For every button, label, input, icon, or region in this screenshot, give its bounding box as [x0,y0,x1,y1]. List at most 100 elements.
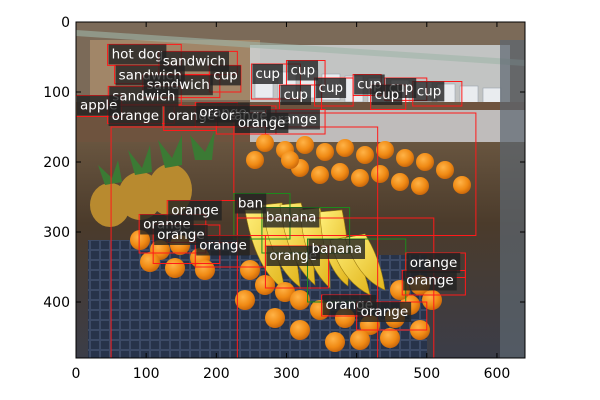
detection-label: cup [210,65,241,86]
orange-pile-middle [246,134,471,195]
orange-fruit [453,176,471,194]
detection-label: orange [108,106,163,126]
detection-label: cup [252,64,283,84]
orange-fruit [265,308,285,328]
orange-fruit [376,141,394,159]
detection-label: cup [413,81,445,102]
detection-label: ban [234,193,267,214]
detection-label: sandwich [109,86,179,107]
orange-fruit [296,136,314,154]
detection-labels: hot dogsandwichsandwichsandwichcupsandwi… [77,44,461,322]
detection-label-text: orange [361,304,409,320]
detection-label-text: ban [238,196,263,212]
orange-fruit [331,163,349,181]
detection-label: orange [196,235,250,256]
detection-label-text: apple [80,98,117,114]
detection-label-bg [108,106,163,126]
y-tick-label: 0 [61,15,70,31]
detection-label-text: orange [112,108,160,124]
x-tick-label: 600 [484,366,511,382]
orange-fruit [411,177,429,195]
detection-label-bg [262,207,320,228]
detection-label-bg [252,64,283,84]
detection-label: hot dog [108,44,167,65]
detection-box [233,112,477,236]
orange-fruit [380,328,400,348]
orange-fruit [290,290,310,310]
x-tick-label: 300 [273,366,300,382]
detection-label-text: cup [290,63,315,79]
orange-fruit [256,134,274,152]
detection-label: orange [154,225,208,245]
detection-label-bg [315,78,347,98]
detection-label-bg [196,235,250,256]
orange-fruit [416,153,434,171]
orange-fruit [290,320,310,340]
detection-label-bg [406,253,461,273]
orange-fruit [336,139,354,157]
detection-label-text: orange [199,238,247,254]
x-tick-label: 500 [413,366,440,382]
orange-fruit [140,252,160,272]
detection-label: orange [234,113,289,133]
orange-fruit [351,169,369,187]
detection-label-text: cup [255,66,280,82]
detection-label-bg [280,85,312,105]
orange-fruit [422,290,442,310]
detection-label-text: hot dog [112,46,164,62]
detection-label-bg [371,85,403,105]
y-tick-label: 400 [43,295,70,311]
orange-fruit [371,165,389,183]
orange-fruit [316,143,334,161]
detection-label-text: cup [319,80,344,96]
y-tick-label: 300 [43,225,70,241]
detection-label: orange [357,302,412,322]
orange-fruit [130,230,150,250]
detection-label-text: orange [157,227,205,243]
orange-fruit [350,330,370,350]
orange-fruit [436,161,454,179]
orange-fruit [325,332,345,352]
x-tick-label: 200 [203,366,230,382]
detection-label: cup [280,85,312,105]
detection-label: cup [371,85,403,105]
detection-label-text: banana [312,241,363,257]
detection-label-text: orange [406,273,454,289]
detection-label-text: cup [375,87,400,103]
detection-label-bg [154,225,208,245]
detection-label-bg [234,113,289,133]
detection-label: orange [403,270,457,291]
detection-label-bg [266,246,320,266]
detection-label: cup [287,60,319,81]
orange-fruit [195,260,215,280]
detection-label-text: cup [283,87,308,103]
detection-label-bg [109,86,179,107]
detection-label-bg [357,302,412,322]
detection-label-bg [308,239,366,259]
orange-fruit [240,260,260,280]
detection-label-bg [108,44,167,65]
detection-label: orange [266,246,320,266]
y-tick-label: 100 [43,85,70,101]
x-tick-label: 400 [343,366,370,382]
detection-label: banana [308,239,366,259]
detection-label: banana [262,207,320,228]
orange-fruit [281,151,299,169]
detection-label-text: sandwich [112,88,175,104]
detection-label-text: orange [238,115,286,131]
detection-label: orange [406,253,461,273]
detection-label: cup [315,78,347,98]
orange-fruit [391,173,409,191]
y-axis-ticks: 0 100 200 300 400 [43,15,525,311]
detection-label-text: cup [417,84,442,100]
orange-fruit [235,290,255,310]
detection-label-text: orange [269,248,317,264]
orange-fruit [356,146,374,164]
orange-fruit [246,151,264,169]
x-axis-ticks: 0 100 200 300 400 500 600 [72,22,511,382]
detection-label-bg [210,65,241,86]
orange-fruit [275,282,295,302]
x-tick-label: 0 [72,366,81,382]
detection-label-text: banana [266,210,317,226]
y-tick-label: 200 [43,155,70,171]
